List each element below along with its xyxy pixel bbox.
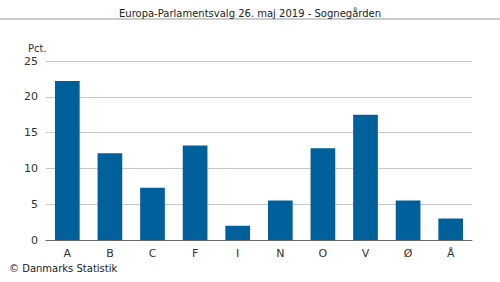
svg-text:O: O	[319, 247, 328, 260]
svg-text:V: V	[362, 247, 370, 260]
svg-text:Ø: Ø	[404, 247, 413, 260]
svg-text:10: 10	[24, 162, 38, 175]
svg-text:© Danmarks Statistik: © Danmarks Statistik	[9, 263, 118, 274]
svg-text:0: 0	[31, 234, 38, 247]
svg-text:B: B	[106, 247, 114, 260]
svg-text:Europa-Parlamentsvalg 26. maj: Europa-Parlamentsvalg 26. maj 2019 - Sog…	[119, 7, 381, 19]
svg-text:Å: Å	[447, 247, 455, 260]
svg-text:A: A	[64, 247, 72, 260]
svg-text:5: 5	[31, 198, 38, 211]
svg-text:25: 25	[24, 55, 38, 68]
svg-text:Pct.: Pct.	[28, 43, 47, 54]
svg-text:F: F	[192, 247, 198, 260]
svg-text:C: C	[149, 247, 157, 260]
svg-text:15: 15	[24, 126, 38, 139]
svg-text:I: I	[236, 247, 239, 260]
svg-text:20: 20	[24, 90, 38, 103]
svg-text:N: N	[276, 247, 284, 260]
